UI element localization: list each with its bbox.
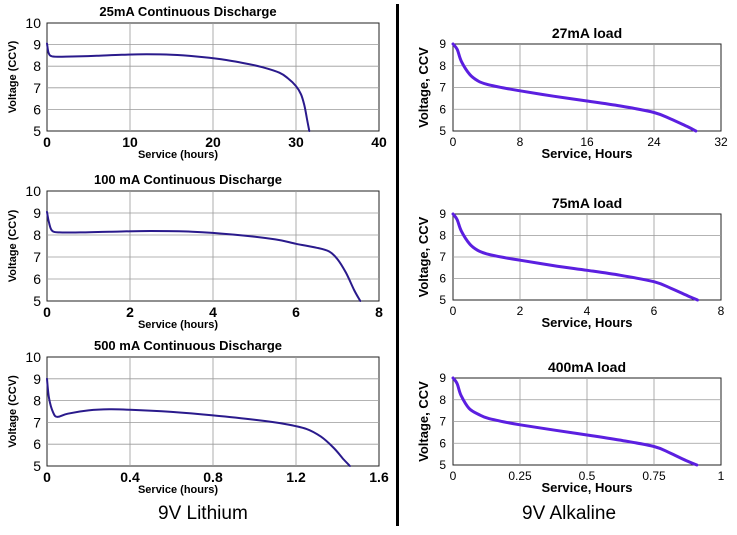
series-line <box>451 376 699 467</box>
x-tick-label: 0 <box>450 135 457 149</box>
x-tick-label: 1.6 <box>369 469 389 485</box>
y-tick-label: 6 <box>439 436 446 450</box>
y-tick-label: 5 <box>439 124 446 138</box>
x-tick-label: 2 <box>517 304 524 318</box>
x-tick-label: 8 <box>517 135 524 149</box>
chart-5: 0 2 4 6 8 5 6 7 8 9 75mA load Service, Hours Voltage… <box>416 195 725 330</box>
x-axis-label: Service (hours) <box>138 484 218 496</box>
x-axis-label: Service (hours) <box>138 149 218 161</box>
series-line <box>46 42 311 132</box>
y-tick-label: 9 <box>33 37 41 53</box>
y-tick-label: 9 <box>439 37 446 51</box>
x-tick-label: 0.4 <box>120 469 140 485</box>
x-tick-label: 16 <box>580 135 594 149</box>
x-tick-label: 0 <box>43 469 51 485</box>
y-tick-label: 8 <box>33 227 41 243</box>
series-line <box>451 42 698 133</box>
y-tick-label: 7 <box>33 80 41 96</box>
x-tick-label: 6 <box>292 304 300 320</box>
chart-title: 27mA load <box>552 25 622 41</box>
series-line <box>451 212 699 302</box>
chart-4: 0 8 16 24 32 5 6 7 8 9 27mA load Service, Hours Volt… <box>416 25 728 161</box>
series-line <box>46 377 351 467</box>
y-tick-label: 10 <box>25 183 41 199</box>
y-tick-label: 9 <box>33 371 41 387</box>
column-divider <box>396 4 399 526</box>
y-tick-label: 9 <box>33 205 41 221</box>
y-tick-label: 9 <box>439 371 446 385</box>
chart-title: 400mA load <box>548 359 626 375</box>
y-tick-label: 5 <box>33 458 41 474</box>
chart-title: 100 mA Continuous Discharge <box>94 172 282 187</box>
x-tick-label: 30 <box>288 134 304 150</box>
chart-title: 500 mA Continuous Discharge <box>94 338 282 353</box>
chart-title: 75mA load <box>552 195 622 211</box>
x-tick-label: 0 <box>450 304 457 318</box>
y-tick-label: 8 <box>439 59 446 73</box>
y-axis-label: Voltage, CCV <box>416 47 431 128</box>
x-tick-label: 8 <box>718 304 725 318</box>
y-tick-label: 7 <box>439 250 446 264</box>
chart-2: 0 2 4 6 8 5 6 7 8 9 10 100 mA Continuous Discharge S… <box>7 172 383 331</box>
y-tick-label: 6 <box>439 272 446 286</box>
y-tick-label: 7 <box>439 81 446 95</box>
y-tick-label: 8 <box>439 229 446 243</box>
x-tick-label: 2 <box>126 304 134 320</box>
x-tick-label: 40 <box>371 134 387 150</box>
chart-title: 25mA Continuous Discharge <box>99 4 276 19</box>
x-tick-label: 0 <box>450 469 457 483</box>
y-tick-label: 8 <box>439 393 446 407</box>
y-tick-label: 10 <box>25 15 41 31</box>
x-tick-label: 8 <box>375 304 383 320</box>
x-tick-label: 10 <box>122 134 138 150</box>
y-tick-label: 10 <box>25 349 41 365</box>
x-axis-label: Service, Hours <box>541 315 632 330</box>
y-tick-label: 7 <box>33 414 41 430</box>
y-tick-label: 6 <box>33 436 41 452</box>
series-line <box>46 210 362 302</box>
x-tick-label: 0 <box>43 134 51 150</box>
y-tick-label: 6 <box>33 271 41 287</box>
x-axis-label: Service (hours) <box>138 319 218 331</box>
chart-1: 0 10 20 30 40 5 6 7 8 9 10 25mA Continuous Discharg… <box>7 4 387 161</box>
lithium-caption: 9V Lithium <box>158 503 248 524</box>
x-axis-label: Service, Hours <box>541 480 632 495</box>
x-tick-label: 4 <box>209 304 217 320</box>
y-tick-label: 8 <box>33 393 41 409</box>
x-tick-label: 20 <box>205 134 221 150</box>
y-tick-label: 5 <box>439 458 446 472</box>
x-tick-label: 24 <box>647 135 661 149</box>
x-tick-label: 0.5 <box>579 469 596 483</box>
chart-3: 0 0.4 0.8 1.2 1.6 5 6 7 8 9 10 500 mA Continuous Di… <box>7 338 389 496</box>
y-tick-label: 5 <box>33 123 41 139</box>
y-tick-label: 8 <box>33 58 41 74</box>
y-tick-label: 6 <box>439 102 446 116</box>
y-tick-label: 9 <box>439 207 446 221</box>
y-tick-label: 7 <box>439 415 446 429</box>
x-tick-label: 6 <box>651 304 658 318</box>
x-tick-label: 1.2 <box>286 469 306 485</box>
x-tick-label: 32 <box>714 135 728 149</box>
y-axis-label: Voltage, CCV <box>416 216 431 297</box>
y-tick-label: 5 <box>439 293 446 307</box>
x-tick-label: 0.25 <box>508 469 532 483</box>
x-axis-label: Service, Hours <box>541 146 632 161</box>
x-tick-label: 0.8 <box>203 469 223 485</box>
x-tick-label: 1 <box>718 469 725 483</box>
y-tick-label: 6 <box>33 101 41 117</box>
y-axis-label: Voltage, CCV <box>416 381 431 462</box>
x-tick-label: 4 <box>584 304 591 318</box>
alkaline-caption: 9V Alkaline <box>522 503 617 524</box>
y-axis-label: Voltage (CCV) <box>7 375 19 448</box>
y-axis-label: Voltage (CCV) <box>7 209 19 282</box>
chart-6: 0 0.25 0.5 0.75 1 5 6 7 8 9 400mA load Service, Hou… <box>416 359 725 495</box>
x-tick-label: 0 <box>43 304 51 320</box>
y-tick-label: 7 <box>33 249 41 265</box>
y-axis-label: Voltage (CCV) <box>7 40 19 113</box>
y-tick-label: 5 <box>33 293 41 309</box>
x-tick-label: 0.75 <box>642 469 666 483</box>
